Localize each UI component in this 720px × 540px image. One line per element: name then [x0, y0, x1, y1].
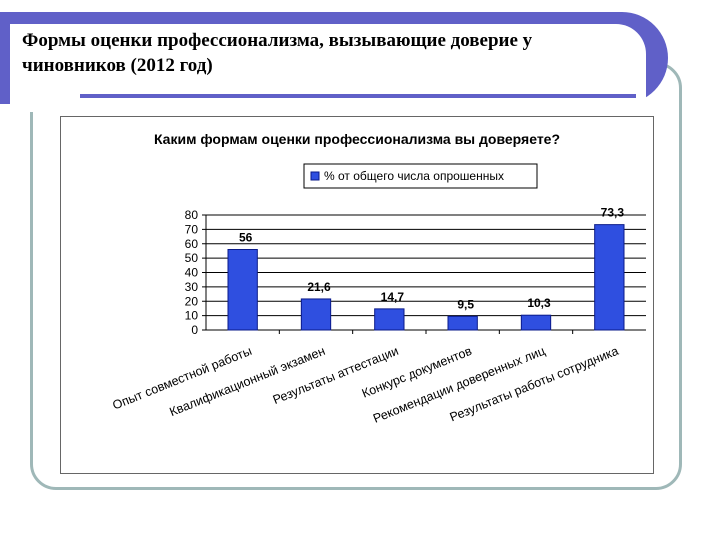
- data-label: 10,3: [527, 296, 551, 310]
- y-tick-label: 50: [185, 251, 199, 265]
- bar: [447, 315, 478, 331]
- category-label: Результаты аттестации: [271, 344, 401, 407]
- bar: [227, 249, 258, 331]
- data-label: 21,6: [307, 280, 331, 294]
- y-tick-label: 70: [185, 222, 199, 236]
- chart-title: Каким формам оценки профессионализма вы …: [154, 131, 560, 147]
- legend-swatch: [310, 171, 320, 181]
- y-tick-label: 40: [185, 266, 199, 280]
- data-label: 14,7: [381, 290, 405, 304]
- bar: [300, 298, 332, 331]
- bar: [520, 314, 552, 331]
- y-tick-label: 30: [185, 280, 199, 294]
- chart-area: Каким формам оценки профессионализма вы …: [60, 116, 654, 474]
- y-tick-label: 60: [185, 237, 199, 251]
- legend: % от общего числа опрошенных: [303, 163, 538, 189]
- bar: [374, 308, 405, 331]
- slide-title: Формы оценки профессионализма, вызывающи…: [22, 30, 533, 76]
- bar: [594, 224, 625, 331]
- legend-frame: [303, 163, 538, 189]
- legend-label: % от общего числа опрошенных: [324, 169, 504, 183]
- data-label: 73,3: [601, 206, 625, 220]
- title-underline: [80, 94, 636, 98]
- bar-chart: Каким формам оценки профессионализма вы …: [111, 131, 646, 426]
- data-label: 9,5: [457, 297, 474, 311]
- y-tick-label: 20: [185, 294, 199, 308]
- y-tick-label: 0: [191, 323, 198, 337]
- y-tick-label: 10: [185, 309, 199, 323]
- y-tick-label: 80: [185, 208, 199, 222]
- data-label: 56: [239, 231, 253, 245]
